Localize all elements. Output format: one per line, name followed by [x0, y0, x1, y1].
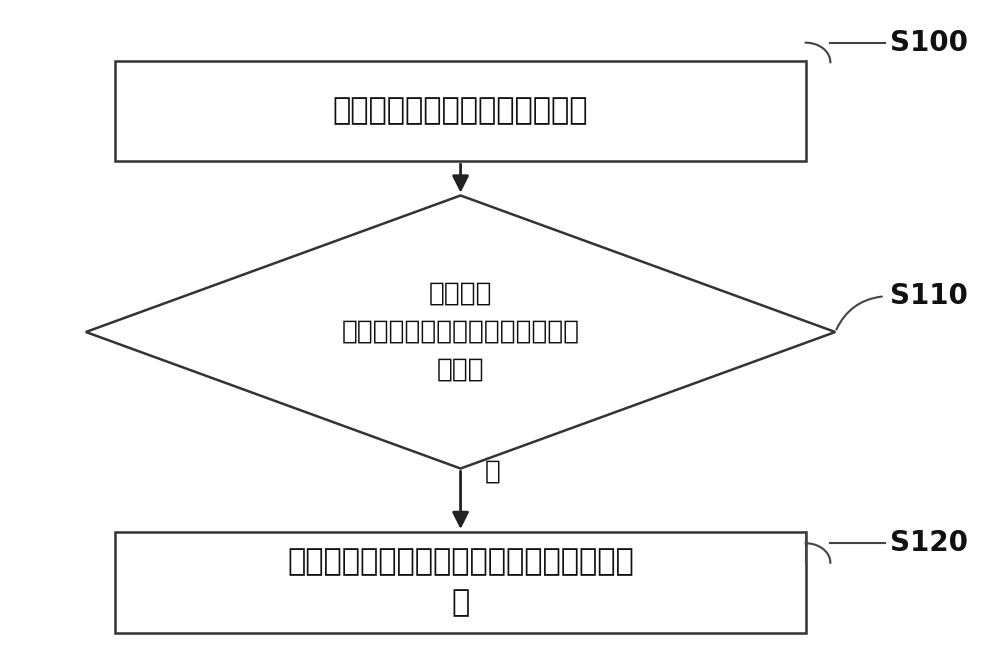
Text: S100: S100 [890, 29, 968, 56]
Bar [115, 60, 806, 161]
Text: S120: S120 [890, 529, 968, 557]
Text: 控制保温罐和补液装置调整电解槽内的电解
液: 控制保温罐和补液装置调整电解槽内的电解 液 [287, 548, 634, 617]
Text: 获取电解槽内电解液的当前温度: 获取电解槽内电解液的当前温度 [333, 96, 588, 125]
Polygon shape [86, 195, 835, 469]
Text: 电解槽内
电解液的当前温度未处于预设温度
范围内: 电解槽内 电解液的当前温度未处于预设温度 范围内 [341, 281, 580, 383]
Text: 是: 是 [485, 459, 501, 485]
Text: S110: S110 [890, 282, 967, 310]
Bar [115, 532, 806, 633]
